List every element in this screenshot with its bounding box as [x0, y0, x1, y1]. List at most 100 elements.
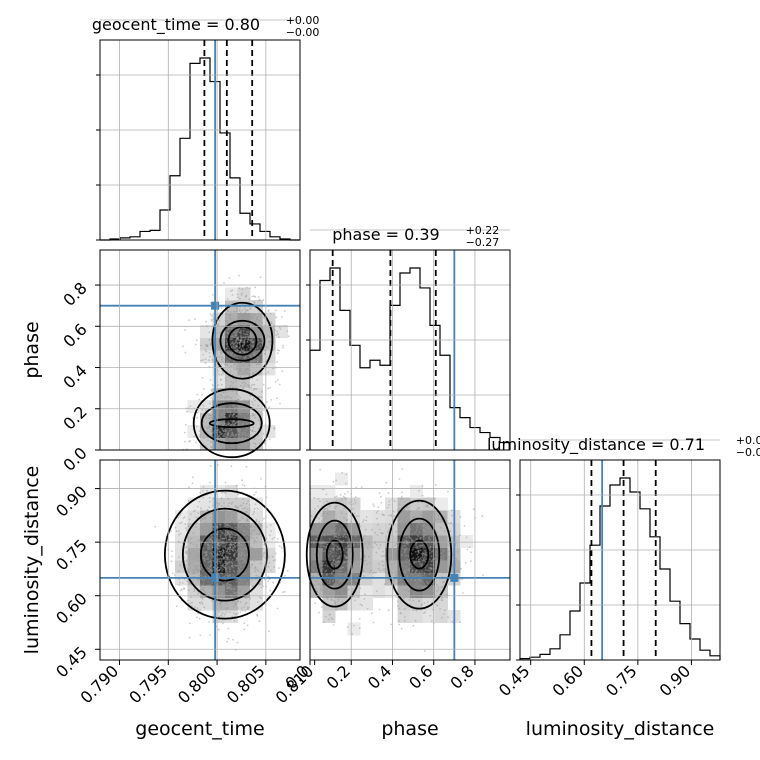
sample-point — [388, 504, 390, 506]
contour-level-1 — [219, 319, 266, 362]
sample-point — [253, 414, 256, 416]
sample-point — [352, 533, 354, 535]
sample-point — [225, 562, 228, 564]
sample-point — [249, 598, 252, 600]
sample-point — [379, 495, 382, 498]
sample-point — [233, 554, 236, 557]
sample-point — [442, 536, 445, 539]
sample-point — [201, 394, 204, 396]
sample-point — [237, 337, 240, 339]
sample-point — [220, 363, 223, 366]
sample-point — [232, 573, 235, 576]
sample-point — [238, 410, 241, 413]
sample-point — [196, 554, 199, 556]
sample-point — [209, 355, 211, 358]
sample-point — [263, 409, 265, 411]
sample-point — [256, 613, 258, 616]
title-base: geocent_time = 0.80 — [92, 15, 260, 35]
sample-point — [234, 505, 237, 508]
density-cell — [262, 547, 276, 561]
sample-point — [232, 374, 234, 377]
sample-point — [420, 536, 422, 539]
sample-point — [253, 354, 255, 357]
sample-point — [220, 307, 223, 309]
sample-point — [402, 598, 405, 600]
sample-point — [212, 550, 214, 553]
sample-point — [219, 535, 222, 538]
sample-point — [183, 431, 186, 434]
sample-point — [228, 586, 231, 589]
sample-point — [447, 522, 450, 525]
sample-point — [232, 336, 235, 338]
sample-point — [403, 619, 406, 622]
density-cell — [360, 585, 373, 598]
x-axis-label: phase — [381, 718, 438, 740]
sample-point — [409, 510, 412, 513]
sample-point — [221, 537, 224, 540]
sample-point — [207, 575, 210, 578]
sample-point — [220, 568, 223, 570]
sample-point — [326, 588, 329, 591]
sample-point — [188, 486, 191, 488]
sample-point — [196, 607, 199, 609]
sample-point — [401, 561, 403, 564]
sample-point — [410, 539, 413, 542]
sample-point — [249, 566, 252, 569]
sample-point — [257, 434, 259, 437]
sample-point — [230, 465, 233, 468]
sample-point — [447, 556, 449, 559]
density-cell — [200, 437, 213, 451]
sample-point — [258, 620, 261, 623]
sample-point — [175, 605, 178, 608]
sample-point — [246, 532, 248, 535]
sample-point — [244, 336, 247, 339]
sample-point — [179, 581, 181, 584]
sample-point — [322, 586, 325, 588]
sample-point — [253, 438, 256, 441]
sample-point — [429, 546, 431, 549]
sample-point — [329, 553, 331, 555]
sample-point — [441, 559, 443, 561]
sample-point — [457, 569, 460, 572]
sample-point — [231, 431, 234, 434]
sample-point — [250, 531, 253, 534]
sample-point — [404, 539, 406, 542]
sample-point — [353, 585, 356, 588]
sample-point — [235, 331, 237, 334]
sample-point — [199, 532, 202, 535]
sample-point — [345, 574, 348, 577]
sample-point — [421, 494, 424, 497]
sample-point — [224, 547, 227, 549]
sample-point — [329, 504, 331, 507]
sample-point — [253, 327, 256, 330]
sample-point — [229, 546, 232, 549]
sample-point — [257, 358, 260, 361]
sample-point — [210, 554, 213, 557]
sample-point — [218, 343, 220, 345]
sample-point — [327, 555, 330, 557]
sample-point — [238, 346, 241, 349]
title-sup: +0.09 — [736, 434, 760, 447]
sample-point — [234, 564, 236, 567]
sample-point — [211, 600, 213, 602]
sample-point — [246, 537, 249, 540]
sample-point — [320, 522, 323, 524]
panel-frame-phase-luminosity_distance — [309, 459, 511, 661]
sample-point — [249, 538, 252, 541]
sample-point — [241, 504, 244, 507]
sample-point — [223, 583, 226, 586]
sample-point — [233, 412, 235, 415]
sample-point — [445, 545, 448, 548]
sample-point — [344, 586, 347, 589]
sample-point — [321, 548, 324, 551]
sample-point — [389, 548, 392, 551]
sample-point — [276, 397, 278, 400]
sample-point — [244, 382, 247, 385]
sample-point — [245, 560, 248, 563]
sample-point — [205, 528, 208, 531]
sample-point — [258, 427, 261, 429]
sample-point — [335, 555, 337, 557]
sample-point — [208, 339, 211, 341]
density-cell — [175, 522, 188, 536]
sample-point — [326, 565, 329, 568]
